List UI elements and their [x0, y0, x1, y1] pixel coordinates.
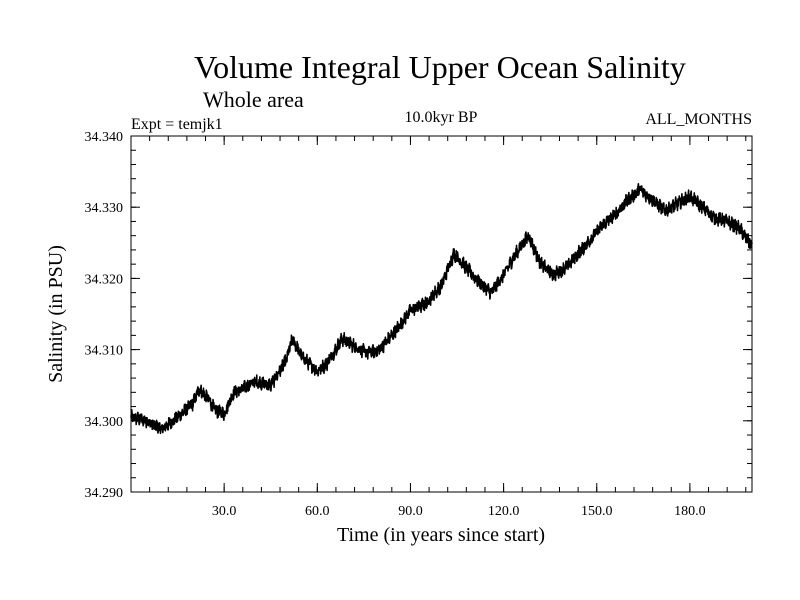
x-tick-label: 90.0 — [398, 504, 423, 519]
salinity-series-line — [130, 183, 753, 435]
plot-frame — [130, 135, 753, 493]
chart-subtitle: Whole area — [203, 87, 304, 112]
period-label: 10.0kyr BP — [405, 109, 478, 126]
x-tick-label: 120.0 — [488, 504, 520, 519]
x-tick-label: 60.0 — [305, 504, 330, 519]
y-tick-label: 34.310 — [85, 344, 124, 359]
x-tick-label: 180.0 — [674, 504, 706, 519]
chart-title: Volume Integral Upper Ocean Salinity — [194, 49, 686, 85]
y-tick-label: 34.300 — [85, 415, 124, 430]
y-tick-label: 34.330 — [85, 201, 124, 216]
x-tick-label: 30.0 — [212, 504, 237, 519]
y-tick-label: 34.320 — [85, 272, 124, 287]
y-axis-label: Salinity (in PSU) — [45, 245, 67, 383]
plot-area: 34.290 34.300 34.310 34.320 34.330 34.340 30.… — [85, 130, 753, 519]
x-axis: 30.0 60.0 90.0 120.0 150.0 180.0 — [130, 136, 747, 519]
months-label: ALL_MONTHS — [645, 111, 752, 128]
x-axis-label: Time (in years since start) — [337, 524, 545, 546]
y-tick-label: 34.290 — [85, 486, 124, 501]
experiment-label: Expt = temjk1 — [131, 116, 223, 133]
x-tick-label: 150.0 — [581, 504, 613, 519]
y-tick-label: 34.340 — [85, 130, 124, 145]
y-axis: 34.290 34.300 34.310 34.320 34.330 34.340 — [85, 130, 752, 501]
